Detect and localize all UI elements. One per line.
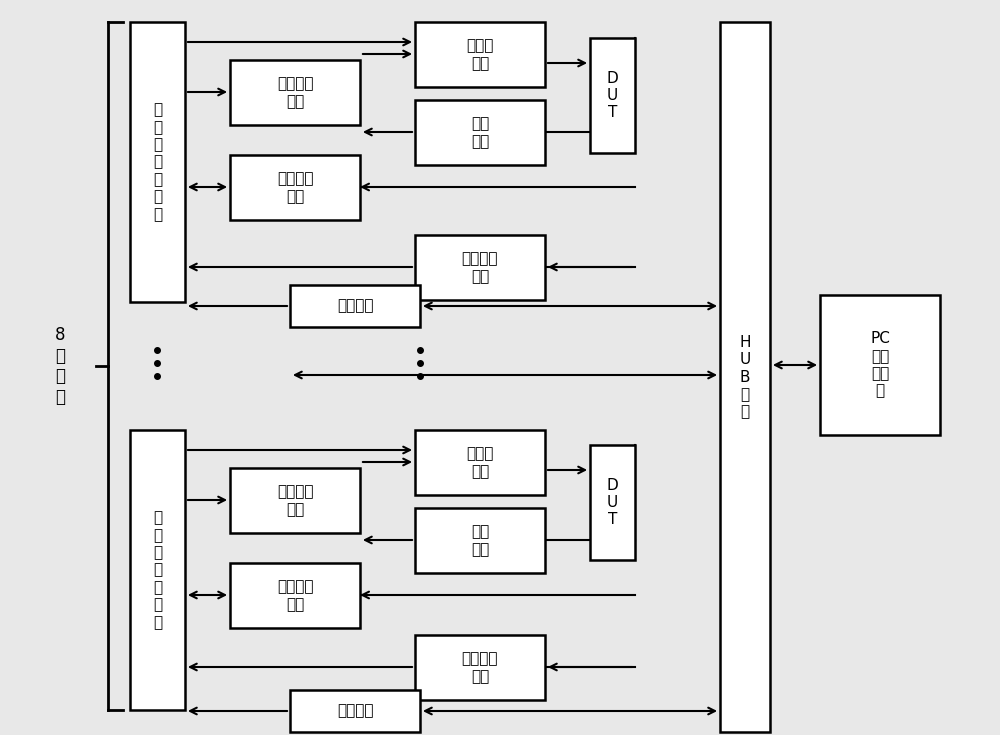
Bar [720, 22, 770, 732]
Bar [230, 563, 360, 628]
Bar [415, 508, 545, 573]
Text: 信号监控
模块: 信号监控 模块 [277, 171, 313, 204]
Text: 电流源
模块: 电流源 模块 [466, 38, 494, 71]
Text: PC
机主
控模
块: PC 机主 控模 块 [870, 331, 890, 398]
Text: 8
个
通
道: 8 个 通 道 [55, 326, 65, 406]
Bar [820, 295, 940, 435]
Text: H
U
B
接
口: H U B 接 口 [739, 334, 751, 419]
Text: 开关切换
模块: 开关切换 模块 [277, 484, 313, 517]
Text: 电源
模块: 电源 模块 [471, 116, 489, 148]
Bar [415, 635, 545, 700]
Text: 电流源
模块: 电流源 模块 [466, 446, 494, 478]
Text: 开关切换
模块: 开关切换 模块 [277, 76, 313, 109]
Bar [290, 690, 420, 732]
Text: 信号监控
模块: 信号监控 模块 [277, 579, 313, 612]
Bar [415, 22, 545, 87]
Bar [415, 235, 545, 300]
Text: 数据采集
模块: 数据采集 模块 [462, 651, 498, 684]
Bar [415, 430, 545, 495]
Text: 通讯模块: 通讯模块 [337, 703, 373, 719]
Bar [290, 285, 420, 327]
Bar [230, 60, 360, 125]
Text: 电源
模块: 电源 模块 [471, 524, 489, 556]
Text: 核
心
控
制
板
模
块: 核 心 控 制 板 模 块 [153, 102, 162, 222]
Text: 数据采集
模块: 数据采集 模块 [462, 251, 498, 284]
Bar [230, 155, 360, 220]
Text: 核
心
控
制
板
模
块: 核 心 控 制 板 模 块 [153, 510, 162, 630]
Text: D
U
T: D U T [607, 478, 618, 528]
Text: 通讯模块: 通讯模块 [337, 298, 373, 314]
Bar [130, 22, 185, 302]
Bar [415, 100, 545, 165]
Bar [590, 38, 635, 153]
Bar [130, 430, 185, 710]
Bar [230, 468, 360, 533]
Text: D
U
T: D U T [607, 71, 618, 121]
Bar [590, 445, 635, 560]
